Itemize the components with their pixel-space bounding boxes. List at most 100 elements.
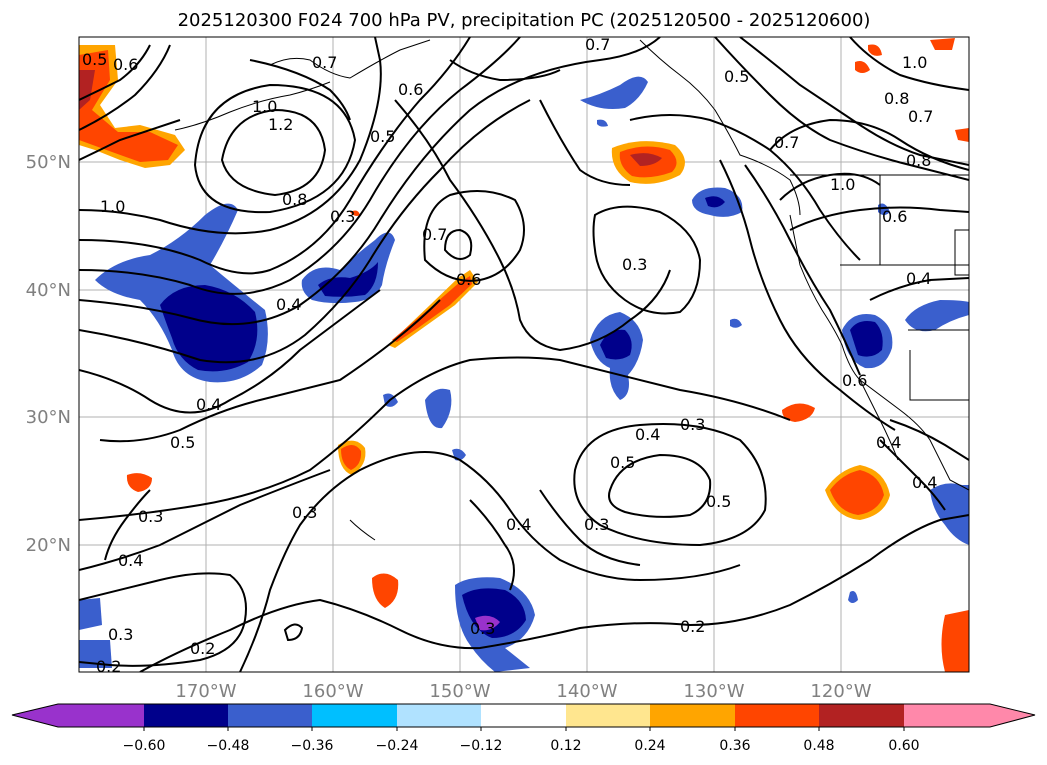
contour-0-5-west: [79, 37, 661, 326]
contour-0-6-mid: [423, 190, 525, 282]
contour-label-0-5-sw: 0.5: [170, 433, 195, 452]
precip-neg-south-strong: [475, 615, 500, 631]
contour-0-6-north: [449, 59, 561, 82]
plot-frame: [78, 36, 970, 673]
precip-neg-far-sw2: [79, 640, 112, 668]
precip-neg-center-core: [600, 329, 632, 360]
contour-1-0-inner: [193, 83, 357, 214]
gridlines: [79, 37, 969, 672]
contour-label-0-7-mid: 0.7: [422, 225, 447, 244]
lon-tick-160w: 160°W: [302, 681, 363, 702]
precip-pos-baja-core: [830, 470, 884, 515]
colorbar-tick-labels: −0.60 −0.48 −0.36 −0.24 −0.12 0.12 0.24 …: [123, 738, 920, 754]
precip-pos-west-core: [341, 444, 362, 470]
lon-tick-labels: 170°W 160°W 150°W 140°W 130°W 120°W: [175, 681, 871, 702]
contour-label-0-7-ne: 0.7: [908, 107, 933, 126]
pv-contours: [79, 37, 969, 672]
lat-tick-labels: 50°N 40°N 30°N 20°N: [26, 152, 71, 556]
colorbar-tick-8: 0.48: [803, 738, 834, 754]
contour-0-5-alaska: [629, 114, 861, 261]
precip-neg-bc-core: [705, 196, 725, 208]
precip-neg-mexico: [930, 483, 969, 545]
contour-label-0-6-gulf: 0.6: [398, 80, 423, 99]
coast-hawaii: [349, 519, 376, 541]
colorbar-seg-10a: [904, 704, 990, 727]
contour-label-1-0-ne: 1.0: [902, 53, 927, 72]
precip-neg-hawaii-north: [425, 388, 452, 429]
contour-label-0-3-center-south: 0.3: [680, 415, 705, 434]
plot-content: 0.5 0.6 0.7 1.0 1.2 0.8 1.0 0.6 0.5 0.3 …: [79, 35, 969, 676]
precip-neg-west2-core: [318, 262, 378, 297]
contour-label-1-0-bc: 1.0: [830, 175, 855, 194]
contour-0-4-east: [719, 159, 896, 431]
contour-0-8-ne: [739, 37, 969, 166]
contour-0-5-nw: [79, 44, 151, 101]
contour-label-0-4-mexico: 0.4: [912, 473, 937, 492]
contour-0-4-hawaii: [469, 499, 515, 591]
colorbar-seg-9: [819, 704, 904, 727]
coast-west-us: [789, 214, 969, 491]
contour-label-0-3-mid: 0.3: [330, 207, 355, 226]
contour-label-0-5-center-south: 0.5: [610, 453, 635, 472]
border-states5: [954, 229, 969, 276]
coast-alaska-south: [269, 39, 431, 79]
contour-1-0-bc: [779, 172, 881, 201]
colorbar-tick-7: 0.36: [719, 738, 750, 754]
precip-neg-far-sw: [79, 598, 102, 630]
colorbar-tick-3: −0.24: [376, 738, 419, 754]
contour-label-0-4-hawaii: 0.4: [506, 515, 531, 534]
colorbar-tick-9: 0.60: [888, 738, 919, 754]
contour-label-0-4-center: 0.4: [635, 425, 660, 444]
contour-0-6-west: [79, 37, 521, 295]
contour-0-6-calif: [744, 164, 861, 376]
colorbar-tick-4: −0.12: [460, 738, 503, 754]
contour-label-0-8-ne: 0.8: [884, 89, 909, 108]
precip-pos-socal-offshore: [782, 403, 815, 422]
contour-label-0-3-hawaii: 0.3: [292, 503, 317, 522]
contour-label-0-6-bc: 0.6: [882, 207, 907, 226]
precip-pos-nw-core: [79, 50, 178, 162]
precip-pos-ne4: [955, 128, 969, 142]
contour-label-1-0-far-west: 1.0: [100, 197, 125, 216]
precip-pos-ne3: [868, 44, 882, 56]
colorbar: −0.60 −0.48 −0.36 −0.24 −0.12 0.12 0.24 …: [11, 703, 1036, 754]
contour-0-3-ring: [592, 205, 702, 315]
contour-label-0-7-alaska: 0.7: [585, 35, 610, 54]
contour-0-5-lower: [99, 299, 441, 443]
colorbar-seg-3: [312, 704, 397, 727]
coastlines: [174, 39, 969, 541]
contour-0-7-mid: [443, 228, 473, 260]
contour-label-0-8-west: 0.8: [282, 190, 307, 209]
lat-tick-50n: 50°N: [26, 152, 71, 173]
contour-0-2-small: [283, 623, 304, 642]
contour-0-4-far-west: [104, 489, 151, 561]
contour-label-1-0-west: 1.0: [252, 97, 277, 116]
contour-label-0-5-nw: 0.5: [82, 50, 107, 69]
contour-label-0-3-east2: 0.3: [470, 619, 495, 638]
lon-tick-140w: 140°W: [556, 681, 617, 702]
precip-positive-areas: [79, 38, 969, 672]
precip-pos-se: [941, 610, 969, 672]
precip-neg-east: [905, 300, 969, 332]
contour-label-0-2-far-sw: 0.2: [96, 657, 121, 676]
lat-tick-20n: 20°N: [26, 535, 71, 556]
contour-0-6-bc: [789, 206, 969, 231]
colorbar-seg-7: [650, 704, 735, 727]
lon-tick-120w: 120°W: [810, 681, 871, 702]
precip-pos-gulf-strong: [630, 153, 662, 166]
precip-neg-small4: [878, 203, 890, 215]
contour-label-0-4-east: 0.4: [906, 269, 931, 288]
colorbar-frame: [11, 703, 1036, 728]
contour-0-8-west: [79, 37, 382, 235]
colorbar-seg-8: [735, 704, 819, 727]
precip-neg-south-core: [462, 588, 526, 638]
contour-0-4-sw: [79, 469, 331, 571]
contour-label-0-2-south: 0.2: [680, 617, 705, 636]
colorbar-seg-2: [228, 704, 312, 727]
precip-pos-ne2: [855, 61, 870, 73]
contour-0-7-north: [249, 59, 351, 121]
contour-0-2-south: [139, 514, 969, 672]
lat-tick-40n: 40°N: [26, 280, 71, 301]
contour-0-4-lower: [79, 289, 381, 414]
contour-0-3-sw: [79, 572, 247, 667]
